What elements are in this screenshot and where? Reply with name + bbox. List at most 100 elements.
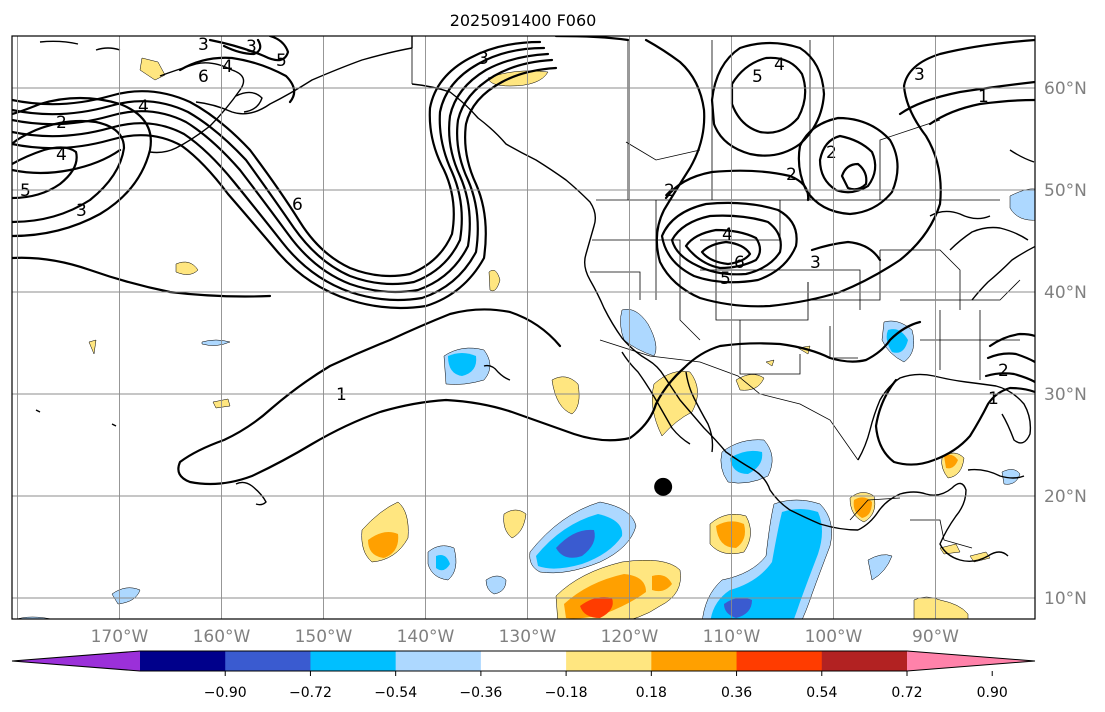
- anomaly-negative-area: [485, 575, 507, 595]
- contour-label: 2: [998, 361, 1009, 381]
- anomaly-positive-area: [551, 376, 580, 415]
- anomaly-negative-area: [1001, 469, 1021, 485]
- latitude-label: 40°N: [1044, 283, 1087, 303]
- anomaly-positive-area: [88, 339, 97, 355]
- contour-label: 6: [734, 253, 745, 273]
- contour-label: 1: [978, 87, 989, 107]
- contour-label: 5: [720, 269, 731, 289]
- colorbar-tick-label: 0.54: [806, 685, 837, 701]
- colorbar-tick-label: −0.18: [545, 685, 588, 701]
- colorbar-segment: [480, 651, 567, 671]
- colorbar-tick-label: 0.36: [721, 685, 752, 701]
- shaded-anomalies: [16, 57, 1035, 619]
- colorbar-extension-low: [12, 651, 140, 671]
- colorbar-tick-label: 0.18: [636, 685, 667, 701]
- map-panel: 2 4 5 3 4 6 4 3 3 5 6 3 5 4 3 1 2 2 2 4 …: [12, 35, 1035, 619]
- contour-label: 2: [664, 181, 675, 201]
- longitude-label: 110°W: [703, 627, 761, 647]
- contour-label: 5: [752, 67, 763, 87]
- longitude-label: 150°W: [295, 627, 353, 647]
- colorbar-tick-label: 0.72: [891, 685, 922, 701]
- map-title: 2025091400 F060: [450, 11, 597, 30]
- anomaly-negative-area: [111, 587, 141, 605]
- anomaly-positive-area: [503, 509, 527, 539]
- colorbar-segment: [225, 651, 311, 671]
- contour-label: 3: [810, 253, 821, 273]
- anomaly-positive-area: [969, 551, 991, 563]
- anomaly-negative-area: [201, 339, 231, 346]
- contour-label: 2: [786, 165, 797, 185]
- anomaly-negative-core: [730, 450, 763, 474]
- longitude-label: 120°W: [601, 627, 659, 647]
- colorbar-segment: [821, 651, 908, 671]
- anomaly-negative-peak: [556, 529, 595, 558]
- colorbar-extension-high: [907, 651, 1035, 671]
- anomaly-positive-peak: [580, 597, 613, 618]
- contour-label: 4: [138, 97, 149, 117]
- latitude-label: 30°N: [1044, 385, 1087, 405]
- colorbar: −0.90 −0.72 −0.54 −0.36 −0.18 0.18 0.36 0.54 0.7…: [11, 650, 1036, 701]
- anomaly-positive-area: [139, 57, 166, 81]
- longitude-label: 90°W: [912, 627, 959, 647]
- contour-label: 1: [336, 385, 347, 405]
- anomaly-negative-core: [710, 509, 822, 619]
- anomaly-positive-area: [765, 359, 775, 367]
- colorbar-tick-label: −0.54: [374, 685, 417, 701]
- colorbar-segment: [140, 651, 226, 671]
- colorbar-segment: [651, 651, 738, 671]
- latitude-label: 20°N: [1044, 487, 1087, 507]
- latitude-label: 60°N: [1044, 79, 1087, 99]
- contour-label: 3: [246, 37, 257, 57]
- colorbar-tick-label: −0.90: [204, 685, 247, 701]
- colorbar-tick-label: −0.36: [459, 685, 502, 701]
- contour-label: 6: [198, 67, 209, 87]
- contour-label: 5: [276, 51, 287, 71]
- contour-label: 4: [222, 57, 233, 77]
- contour-label: 2: [56, 113, 67, 133]
- colorbar-segment: [566, 651, 652, 671]
- contour-label: 1: [988, 389, 999, 409]
- longitude-axis: 170°W 160°W 150°W 140°W 130°W 120°W 110°W 100°W…: [91, 627, 960, 647]
- contour-label: 3: [198, 35, 209, 55]
- storm-position-marker: [654, 477, 673, 496]
- longitude-label: 130°W: [499, 627, 557, 647]
- anomaly-positive-area: [913, 596, 969, 619]
- contour-label: 4: [774, 55, 785, 75]
- anomaly-negative-core: [448, 353, 477, 376]
- anomaly-positive-area: [488, 270, 501, 292]
- colorbar-segment: [310, 651, 397, 671]
- anomaly-positive-core: [652, 575, 672, 592]
- contour-label: 2: [826, 143, 837, 163]
- graticule: [12, 36, 1035, 619]
- contour-label: 3: [914, 65, 925, 85]
- coastlines: [35, 36, 1035, 563]
- anomaly-negative-core: [886, 329, 908, 353]
- colorbar-tick-label: 0.90: [977, 685, 1008, 701]
- contour-label: 3: [478, 49, 489, 69]
- anomaly-positive-core: [944, 454, 958, 469]
- colorbar-segment: [736, 651, 823, 671]
- anomaly-negative-area: [867, 554, 893, 581]
- anomaly-negative-area: [1009, 188, 1035, 221]
- latitude-label: 10°N: [1044, 589, 1087, 609]
- longitude-label: 170°W: [91, 627, 149, 647]
- map-frame: [11, 35, 1036, 620]
- anomaly-positive-core: [853, 497, 872, 518]
- longitude-label: 160°W: [193, 627, 251, 647]
- contour-label: 4: [722, 225, 733, 245]
- anomaly-negative-peak: [724, 597, 752, 618]
- contour-lines: [12, 36, 1035, 486]
- latitude-axis: 60°N 50°N 40°N 30°N 20°N 10°N: [1044, 79, 1087, 609]
- contour-label: 6: [292, 195, 303, 215]
- colorbar-outline: [11, 650, 1036, 672]
- anomaly-positive-core: [368, 532, 399, 558]
- contour-label: 5: [20, 181, 31, 201]
- contour-label: 3: [76, 201, 87, 221]
- anomaly-positive-area: [175, 261, 199, 275]
- longitude-label: 100°W: [805, 627, 863, 647]
- anomaly-positive-area: [735, 374, 765, 391]
- latitude-label: 50°N: [1044, 181, 1087, 201]
- contour-label: 4: [56, 145, 67, 165]
- colorbar-tick-label: −0.72: [289, 685, 332, 701]
